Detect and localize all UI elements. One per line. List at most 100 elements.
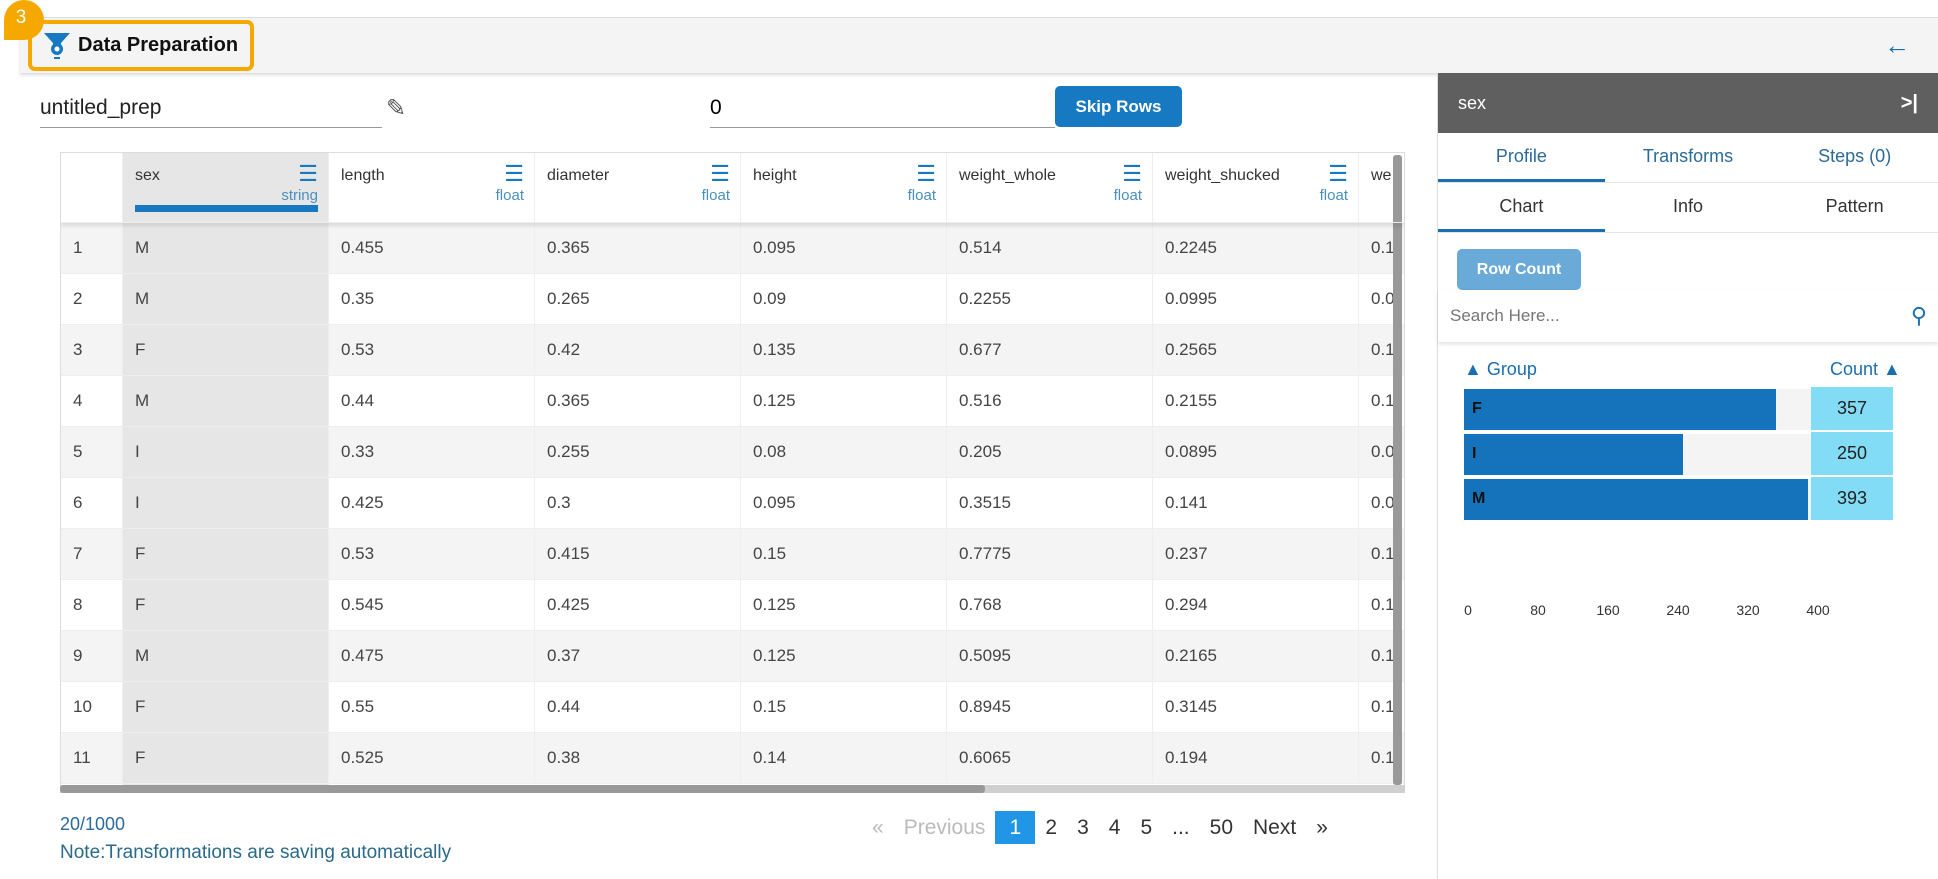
- table-cell[interactable]: 0.1: [1359, 733, 1404, 783]
- table-cell[interactable]: 0.33: [329, 427, 535, 477]
- table-cell[interactable]: 0.35: [329, 274, 535, 324]
- table-cell[interactable]: 0.42: [535, 325, 741, 375]
- table-cell[interactable]: 0.2565: [1153, 325, 1359, 375]
- page-50[interactable]: 50: [1209, 815, 1234, 839]
- table-cell[interactable]: 0.44: [329, 376, 535, 426]
- table-cell[interactable]: 0.1: [1359, 682, 1404, 732]
- column-menu-icon[interactable]: ☰: [1122, 161, 1142, 186]
- column-header-we[interactable]: we: [1359, 153, 1404, 222]
- table-cell[interactable]: 0.37: [535, 631, 741, 681]
- table-cell[interactable]: 0.3145: [1153, 682, 1359, 732]
- table-cell[interactable]: 0.194: [1153, 733, 1359, 783]
- table-cell[interactable]: M: [123, 274, 329, 324]
- table-cell[interactable]: 0.365: [535, 223, 741, 273]
- table-cell[interactable]: 0.677: [947, 325, 1153, 375]
- tab-steps[interactable]: Steps (0): [1818, 145, 1892, 166]
- table-cell[interactable]: 0.5095: [947, 631, 1153, 681]
- table-cell[interactable]: 0.125: [741, 580, 947, 630]
- column-menu-icon[interactable]: ☰: [298, 161, 318, 186]
- table-cell[interactable]: 0.415: [535, 529, 741, 579]
- table-cell[interactable]: 0.525: [329, 733, 535, 783]
- skip-rows-button[interactable]: Skip Rows: [1055, 86, 1182, 127]
- tab-profile[interactable]: Profile: [1438, 133, 1605, 182]
- table-cell[interactable]: 0.0995: [1153, 274, 1359, 324]
- table-cell[interactable]: 0.475: [329, 631, 535, 681]
- table-cell[interactable]: F: [123, 580, 329, 630]
- bar-I[interactable]: [1464, 434, 1683, 475]
- table-cell[interactable]: 0.38: [535, 733, 741, 783]
- table-cell[interactable]: 0.09: [741, 274, 947, 324]
- table-cell[interactable]: 0.44: [535, 682, 741, 732]
- back-arrow-icon[interactable]: ←: [1884, 30, 1910, 60]
- page-5[interactable]: 5: [1140, 815, 1153, 839]
- column-menu-icon[interactable]: ☰: [1328, 161, 1348, 186]
- table-cell[interactable]: 0.55: [329, 682, 535, 732]
- bar-M[interactable]: [1464, 479, 1808, 520]
- column-header-weight_whole[interactable]: weight_whole ☰ float: [947, 153, 1153, 222]
- table-cell[interactable]: 0.1: [1359, 376, 1404, 426]
- column-menu-icon[interactable]: ☰: [504, 161, 524, 186]
- search-icon[interactable]: ⚲: [1910, 303, 1927, 328]
- table-cell[interactable]: 0.15: [741, 682, 947, 732]
- table-cell[interactable]: 0.2165: [1153, 631, 1359, 681]
- table-cell[interactable]: 0.0895: [1153, 427, 1359, 477]
- table-cell[interactable]: 0.3515: [947, 478, 1153, 528]
- table-cell[interactable]: 0.1: [1359, 580, 1404, 630]
- table-cell[interactable]: 0.255: [535, 427, 741, 477]
- column-header-diameter[interactable]: diameter ☰ float: [535, 153, 741, 222]
- table-cell[interactable]: 0.2255: [947, 274, 1153, 324]
- tab-transforms[interactable]: Transforms: [1642, 145, 1734, 166]
- tab-chart[interactable]: Chart: [1438, 183, 1605, 232]
- table-cell[interactable]: I: [123, 478, 329, 528]
- table-cell[interactable]: F: [123, 325, 329, 375]
- table-cell[interactable]: 0.1: [1359, 223, 1404, 273]
- table-cell[interactable]: 0.15: [741, 529, 947, 579]
- prev-arrow[interactable]: «: [872, 815, 884, 839]
- page-3[interactable]: 3: [1077, 815, 1089, 839]
- table-cell[interactable]: 0.0: [1359, 427, 1404, 477]
- table-cell[interactable]: M: [123, 223, 329, 273]
- column-header-sex[interactable]: sex ☰ string: [123, 153, 329, 222]
- table-cell[interactable]: 0.1: [1359, 631, 1404, 681]
- previous-page-button[interactable]: Previous: [903, 815, 986, 839]
- page-4[interactable]: 4: [1108, 815, 1121, 839]
- row-count-button[interactable]: Row Count: [1457, 249, 1581, 290]
- prep-name-input[interactable]: [40, 88, 382, 128]
- table-cell[interactable]: 0.135: [741, 325, 947, 375]
- table-cell[interactable]: 0.14: [741, 733, 947, 783]
- table-cell[interactable]: 0.125: [741, 376, 947, 426]
- column-menu-icon[interactable]: ☰: [916, 161, 936, 186]
- table-cell[interactable]: 0.0: [1359, 274, 1404, 324]
- table-cell[interactable]: 0.53: [329, 529, 535, 579]
- table-cell[interactable]: 0.294: [1153, 580, 1359, 630]
- table-cell[interactable]: 0.545: [329, 580, 535, 630]
- column-header-length[interactable]: length ☰ float: [329, 153, 535, 222]
- table-cell[interactable]: 0.8945: [947, 682, 1153, 732]
- column-header-height[interactable]: height ☰ float: [741, 153, 947, 222]
- table-cell[interactable]: 0.7775: [947, 529, 1153, 579]
- group-sort-header[interactable]: ▲ Group: [1464, 359, 1537, 379]
- horizontal-scrollbar[interactable]: [60, 785, 985, 793]
- page-2[interactable]: 2: [1045, 815, 1058, 839]
- table-cell[interactable]: 0.0: [1359, 478, 1404, 528]
- table-cell[interactable]: 0.6065: [947, 733, 1153, 783]
- bar-F[interactable]: [1464, 389, 1777, 430]
- table-cell[interactable]: 0.768: [947, 580, 1153, 630]
- page-1[interactable]: 1: [995, 811, 1036, 844]
- table-cell[interactable]: 0.425: [329, 478, 535, 528]
- table-cell[interactable]: 0.141: [1153, 478, 1359, 528]
- table-cell[interactable]: 0.265: [535, 274, 741, 324]
- table-cell[interactable]: 0.516: [947, 376, 1153, 426]
- collapse-panel-icon[interactable]: >|: [1900, 91, 1918, 114]
- column-menu-icon[interactable]: ☰: [710, 161, 730, 186]
- table-cell[interactable]: F: [123, 682, 329, 732]
- next-arrow[interactable]: »: [1316, 815, 1328, 839]
- table-cell[interactable]: 0.095: [741, 478, 947, 528]
- table-cell[interactable]: 0.425: [535, 580, 741, 630]
- table-cell[interactable]: 0.365: [535, 376, 741, 426]
- table-cell[interactable]: F: [123, 733, 329, 783]
- table-cell[interactable]: 0.2155: [1153, 376, 1359, 426]
- skip-rows-input[interactable]: [710, 88, 1055, 128]
- table-cell[interactable]: M: [123, 631, 329, 681]
- table-cell[interactable]: 0.3: [535, 478, 741, 528]
